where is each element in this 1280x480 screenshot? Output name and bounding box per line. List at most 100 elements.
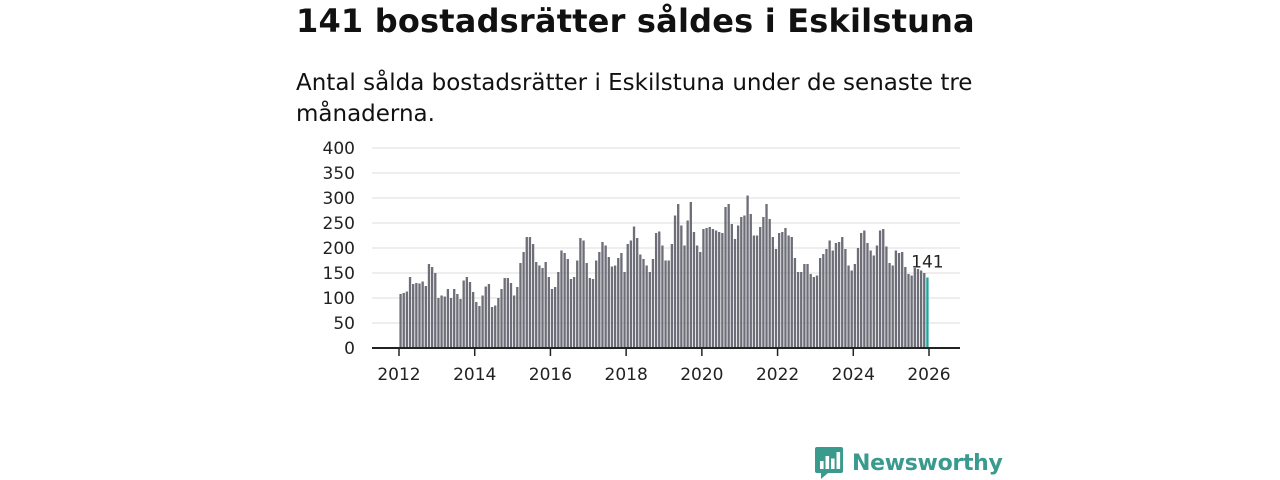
bar [617, 258, 620, 348]
y-tick-label-400: 400 [323, 139, 355, 159]
bar [689, 202, 692, 348]
bar [522, 252, 525, 348]
bar [550, 289, 554, 348]
bar [904, 267, 907, 348]
bar [487, 284, 491, 348]
y-tick-label-250: 250 [323, 214, 355, 234]
x-tick-label-2018: 2018 [605, 365, 648, 385]
bar [651, 259, 655, 348]
bar [535, 262, 538, 348]
bar [714, 230, 718, 348]
bar [642, 259, 645, 348]
bar [626, 244, 629, 348]
bar [919, 270, 923, 348]
bar [446, 289, 450, 348]
bar [576, 260, 579, 348]
y-tick-label-200: 200 [323, 239, 355, 259]
x-axis-ticks [398, 348, 930, 356]
bar [475, 302, 478, 348]
bar [718, 232, 721, 348]
x-tick-label-2012: 2012 [377, 365, 420, 385]
bar [654, 233, 658, 348]
bar [743, 215, 746, 348]
bar-series [399, 195, 929, 348]
bar [430, 267, 434, 348]
bar [759, 227, 762, 348]
bar [774, 249, 778, 348]
bar [569, 279, 573, 348]
bar [412, 284, 415, 348]
bar [803, 264, 806, 348]
bar [828, 240, 831, 348]
bar [746, 195, 749, 348]
bar [815, 275, 819, 348]
bar [661, 245, 664, 348]
bar [443, 296, 446, 348]
bar [566, 259, 569, 348]
bar [711, 229, 715, 348]
bar [509, 283, 513, 348]
bar [755, 235, 759, 348]
bar [506, 278, 509, 348]
y-tick-label-0: 0 [344, 339, 355, 359]
bar [683, 245, 686, 348]
bar [582, 240, 585, 348]
bar [913, 268, 916, 348]
x-tick-label-2020: 2020 [680, 365, 723, 385]
bar [595, 260, 598, 348]
bar [610, 266, 614, 348]
bar [607, 257, 610, 348]
newsworthy-logo: Newsworthy [814, 446, 1003, 480]
bar [800, 272, 803, 348]
bar [544, 262, 547, 348]
bar [585, 263, 588, 348]
bar [632, 226, 636, 348]
bar [639, 254, 642, 348]
chart-subtitle: Antal sålda bostadsrätter i Eskilstuna u… [296, 70, 973, 127]
bar [875, 245, 879, 348]
bar [910, 275, 913, 348]
x-tick-label-2022: 2022 [756, 365, 799, 385]
bar [462, 280, 465, 348]
bar [686, 220, 689, 348]
bar [856, 248, 860, 348]
bar [456, 294, 459, 348]
bar [901, 252, 904, 348]
bar [721, 233, 724, 348]
bar [484, 286, 487, 348]
bar [658, 231, 661, 348]
bar [844, 249, 847, 348]
bar [724, 207, 727, 348]
bar [736, 225, 740, 348]
bar [847, 265, 850, 348]
bar [822, 254, 825, 348]
bar [512, 295, 516, 348]
bar [860, 233, 863, 348]
bar [670, 244, 674, 348]
bar [809, 274, 812, 348]
bar [405, 291, 409, 348]
bar [440, 295, 443, 348]
bar [453, 289, 456, 348]
bar [531, 244, 535, 348]
bar [923, 273, 926, 348]
bar [916, 269, 920, 348]
bar [579, 238, 582, 348]
bar [781, 232, 784, 348]
bar [730, 224, 733, 348]
bar [664, 260, 667, 348]
bar [528, 237, 532, 348]
chart-title: 141 bostadsrätter såldes i Eskilstuna [296, 2, 975, 40]
bar [465, 277, 468, 348]
bar [601, 242, 604, 348]
bar [705, 228, 708, 348]
bar [415, 283, 418, 348]
bar [629, 240, 633, 348]
bar [421, 281, 424, 348]
bar [636, 238, 639, 348]
bar [831, 250, 834, 348]
bar [888, 263, 891, 348]
bar [897, 253, 901, 348]
bar [620, 253, 623, 348]
bar [519, 263, 522, 348]
